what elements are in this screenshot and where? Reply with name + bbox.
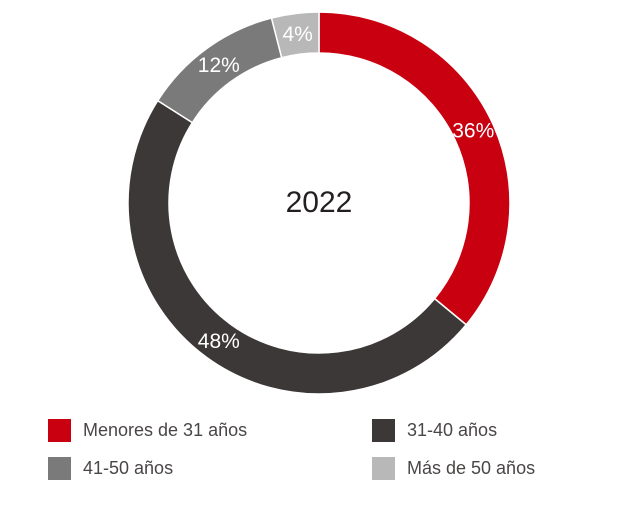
slice-label-menores-31: 36% (452, 119, 494, 142)
slice-label-41-50: 12% (198, 54, 240, 77)
slice-label-31-40: 48% (198, 330, 240, 353)
slice-labels-group: 36% 48% 12% 4% (198, 23, 495, 353)
slice-menores-31 (318, 11, 511, 326)
legend-swatch-41-50 (48, 456, 71, 480)
legend-item-31-40: 31-40 años (372, 417, 497, 443)
slice-31-40 (127, 99, 468, 395)
center-year-label: 2022 (286, 186, 353, 219)
slice-mas-50 (270, 11, 320, 59)
legend: Menores de 31 años 31-40 años 41-50 años… (0, 408, 641, 498)
legend-swatch-31-40 (372, 418, 395, 442)
legend-label-mas-50: Más de 50 años (407, 457, 536, 478)
legend-label-31-40: 31-40 años (407, 419, 498, 440)
legend-item-41-50: 41-50 años (48, 455, 173, 481)
legend-swatch-menores-31 (48, 418, 71, 442)
legend-label-menores-31: Menores de 31 años (83, 419, 248, 440)
slices-group (127, 11, 511, 395)
legend-label-41-50: 41-50 años (83, 457, 174, 478)
legend-item-menores-31: Menores de 31 años (48, 417, 247, 443)
donut-svg: 36% 48% 12% 4% 2022 (127, 11, 511, 395)
legend-item-mas-50: Más de 50 años (372, 455, 535, 481)
slice-label-mas-50: 4% (282, 23, 312, 46)
legend-swatch-mas-50 (372, 456, 395, 480)
